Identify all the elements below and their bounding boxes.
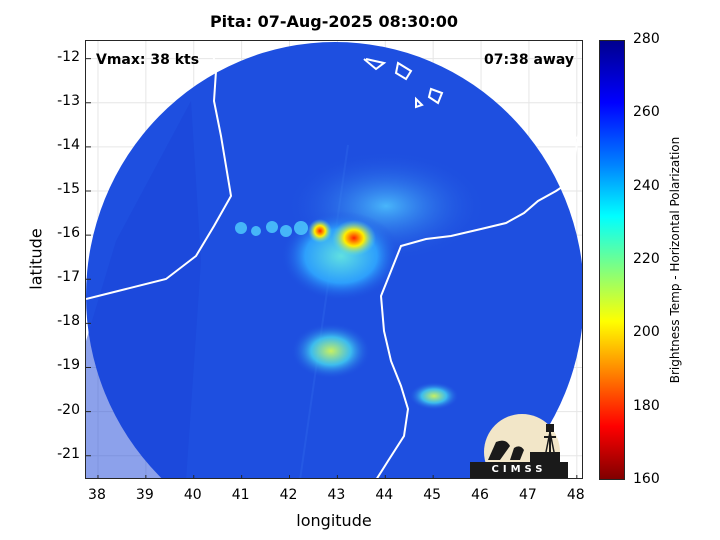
x-tick-label: 40 (183, 487, 202, 503)
colorbar-tick-label: 280 (633, 31, 660, 47)
y-tick-label: -21 (57, 445, 80, 462)
southern-convection (409, 382, 459, 410)
colorbar-tick-label: 160 (633, 471, 660, 487)
y-tick-label: -17 (57, 269, 80, 286)
y-tick-label: -12 (57, 48, 80, 65)
x-tick-label: 38 (88, 487, 106, 503)
x-tick-label: 48 (566, 487, 585, 503)
cimss-logo (470, 414, 568, 478)
x-tick-label: 47 (519, 487, 537, 503)
colorbar-tick-label: 220 (633, 251, 660, 267)
x-tick-label: 41 (231, 487, 250, 503)
southern-convection (291, 323, 371, 379)
colorbar-tick-label: 240 (633, 177, 660, 194)
colorbar-label: Brightness Temp - Horizontal Polarizatio… (668, 136, 682, 384)
storm-core (332, 220, 376, 256)
y-tick-label: -18 (57, 313, 80, 330)
y-tick-label: -16 (57, 225, 80, 242)
storm-core (308, 219, 332, 243)
x-tick-label: 44 (375, 487, 394, 503)
x-tick-label: 43 (327, 487, 346, 503)
colorbar-tick-label: 200 (633, 324, 660, 341)
x-tick-label: 45 (423, 487, 442, 503)
cloud-cells-west (235, 221, 308, 237)
y-tick-label: -13 (57, 92, 80, 109)
x-axis-label: longitude (296, 511, 372, 530)
y-axis-label: latitude (26, 228, 46, 290)
map-plot-area (85, 40, 583, 479)
cimss-logo-text: CIMSS (491, 464, 547, 475)
x-tick-label: 42 (279, 487, 298, 503)
colorbar-tick-label: 260 (633, 104, 660, 121)
time-away-label: 07:38 away (484, 52, 574, 68)
coastlines (86, 41, 580, 478)
colorbar-tick-label: 180 (633, 397, 660, 414)
y-tick-label: -20 (57, 401, 80, 418)
brightness-temp-map (86, 41, 582, 478)
x-tick-label: 46 (471, 487, 489, 503)
swath-seam (86, 101, 201, 478)
y-tick-label: -15 (57, 181, 80, 197)
plot-title: Pita: 07-Aug-2025 08:30:00 (209, 12, 459, 31)
y-tick-label: -19 (57, 357, 80, 374)
colorbar (599, 40, 625, 480)
vmax-label: Vmax: 38 kts (96, 52, 200, 68)
x-tick-label: 39 (135, 487, 154, 503)
y-tick-label: -14 (57, 136, 80, 153)
